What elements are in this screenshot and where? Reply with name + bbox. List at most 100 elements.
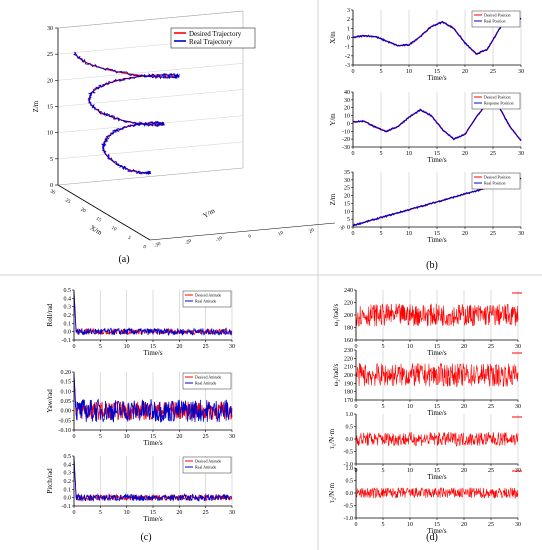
z-axis-label: Z/m — [32, 100, 40, 112]
x-tick-label: 10 — [407, 404, 413, 410]
y-tick-label: 0.5 — [64, 454, 72, 460]
x-tick-label: 10 — [124, 434, 130, 440]
x-tick-label: 30 — [515, 522, 521, 528]
z-tick-label: 10 — [47, 131, 53, 137]
plot-c-3: 0 5 10 15 20 25 30 -0.1 0.0 0.1 0.2 0.3 0.4 0.5 Time/s… — [46, 454, 235, 523]
x-tick-label: 30 — [229, 344, 235, 350]
series-line — [355, 486, 519, 499]
series-line — [73, 291, 233, 336]
series-line — [73, 51, 180, 175]
x-tick-label: 10 — [407, 344, 413, 350]
y-tick-label: -30 — [342, 145, 350, 151]
legend-box — [182, 456, 232, 474]
plot-c-1: 0 5 10 15 20 25 30 -0.1 0.0 0.1 0.2 0.3 0.4 0.5 Time/s… — [46, 288, 235, 357]
legend-label: Desired Attitude — [195, 375, 222, 380]
x-tick-label: 15 — [150, 344, 156, 350]
x-tick-label: 20 — [462, 69, 468, 75]
y-tick-label: 0.0 — [346, 437, 354, 443]
x-tick-label: 20 — [462, 151, 468, 157]
x-axis-label: Time/s — [427, 74, 446, 82]
y-tick-label: 0.5 — [346, 479, 354, 485]
y-tick-label: 160 — [344, 338, 353, 344]
y-tick-label: 0 — [347, 36, 350, 42]
y-axis-label: Pitch/rad — [46, 468, 54, 494]
x-tick-label: 0 — [352, 151, 355, 157]
y-tick-label: 20 — [344, 194, 350, 200]
legend-label: Desired Position — [484, 175, 511, 180]
x-tick-label: 30 — [515, 404, 521, 410]
x-tick-label: 15 — [434, 151, 440, 157]
plot-c-2: 0 5 10 15 20 25 30 -0.10 -0.05 0.00 0.05 0.10 0.15 0.… — [46, 370, 235, 447]
y-tick-label: 5 — [347, 217, 350, 223]
x-tick-label: 30 — [229, 434, 235, 440]
legend-box — [471, 172, 521, 190]
x-tick-label: 25 — [488, 522, 494, 528]
y-tick-label: 190 — [344, 381, 353, 387]
y-tick-label: 240 — [344, 288, 353, 294]
plot-b-2: 0 5 10 15 20 25 30-30-20-10010203040Time/sY/mD… — [329, 90, 524, 164]
x-tick-label: 25 — [490, 151, 496, 157]
x-tick-label: 15 — [434, 69, 440, 75]
y-tick-label: -0.1 — [62, 338, 72, 344]
y-tick-label: 210 — [344, 365, 353, 371]
y-tick-label: 220 — [344, 356, 353, 362]
x-tick-label: 20 — [461, 522, 467, 528]
y-axis-label: Roll/rad — [46, 303, 54, 326]
y-tick-label: 0.4 — [64, 462, 72, 468]
y-tick-label: 30 — [344, 98, 350, 104]
y-tick-label: 1.0 — [346, 466, 354, 472]
back-edge — [57, 167, 244, 186]
y-tick-label: -20 — [184, 239, 193, 247]
panel-label-d: (d) — [426, 532, 438, 543]
y-tick-label: 170 — [344, 398, 353, 404]
x-tick-label: 25 — [203, 434, 209, 440]
y-tick-label: 0.0 — [346, 491, 354, 497]
x-tick-label: 0 — [73, 510, 76, 516]
y-tick-label: 3 — [347, 8, 350, 14]
x-tick-label: 15 — [95, 217, 102, 224]
y-tick-label: 0.0 — [64, 330, 72, 336]
x-tick-label: 20 — [176, 344, 182, 350]
y-tick-label: 200 — [344, 313, 353, 319]
y-tick-label: -0.5 — [344, 450, 354, 456]
x-tick-label: 0 — [142, 245, 147, 251]
y-tick-label: 0.5 — [346, 425, 354, 431]
x-tick-label: 15 — [434, 231, 440, 237]
legend-label: Real Attitude — [195, 381, 216, 386]
legend-label: Desired Position — [484, 95, 511, 100]
x-tick-label: 25 — [64, 198, 71, 205]
legend-box — [182, 290, 232, 308]
series-line — [352, 13, 522, 56]
series-line — [73, 373, 233, 423]
x-tick-label: 20 — [462, 231, 468, 237]
x-tick-label: 30 — [518, 231, 524, 237]
x-tick-label: 20 — [80, 207, 87, 214]
y-axis-label: ω₁/rad/s — [332, 303, 340, 326]
y-tick-label: 1.0 — [346, 412, 354, 418]
x-tick-label: 15 — [434, 404, 440, 410]
x-tick-label: 25 — [203, 510, 209, 516]
y-tick-label: 0.3 — [64, 471, 72, 477]
y-axis-label: Yaw/rad — [46, 389, 54, 413]
y-tick-label: -30 — [154, 241, 163, 249]
x-tick-label: 25 — [490, 69, 496, 75]
y-tick-label: 220 — [344, 301, 353, 307]
z-tick-label: 30 — [47, 26, 53, 32]
y-tick-label: 180 — [344, 390, 353, 396]
y-tick-label: 0 — [347, 121, 350, 127]
y-tick-label: 10 — [344, 114, 350, 120]
x-tick-label: 25 — [488, 344, 494, 350]
legend-box — [182, 372, 232, 390]
y-axis-label: Z/m — [329, 193, 337, 205]
x-axis-label: Time/s — [427, 156, 446, 164]
y-tick-label: 1 — [347, 26, 350, 32]
y-tick-label: 230 — [344, 348, 353, 354]
y-axis-label: X/m — [329, 31, 337, 44]
x-tick-label: 10 — [406, 231, 412, 237]
x-tick-label: 25 — [203, 344, 209, 350]
x-tick-label: 5 — [99, 510, 102, 516]
x-tick-label: 15 — [150, 434, 156, 440]
y-tick-label: 0.10 — [61, 389, 72, 395]
x-tick-label: 10 — [406, 69, 412, 75]
